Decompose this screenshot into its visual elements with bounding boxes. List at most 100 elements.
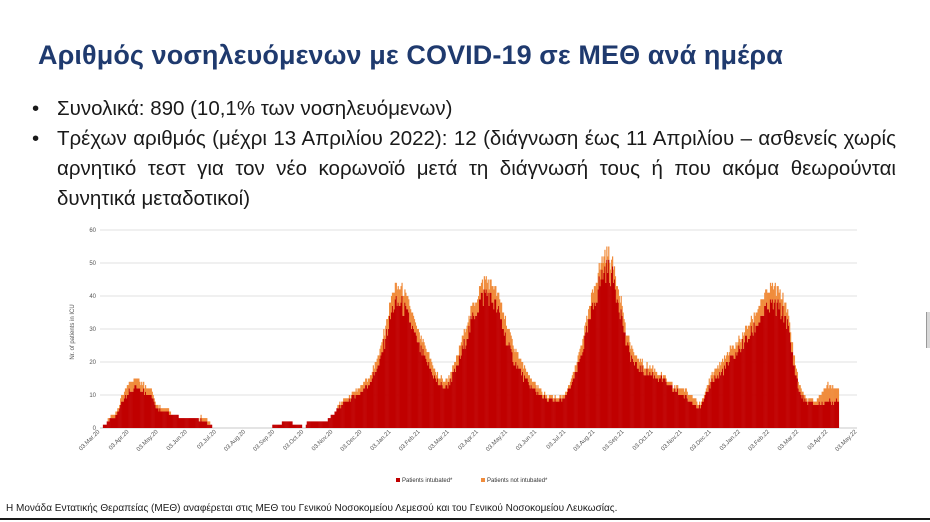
bar-intubated (140, 391, 142, 428)
bar-intubated (389, 315, 391, 428)
bar-not-intubated (463, 329, 465, 339)
bar-intubated (108, 421, 110, 428)
bar-not-intubated (492, 286, 494, 303)
bar-intubated (144, 391, 147, 428)
bar-intubated (669, 385, 671, 428)
bar-not-intubated (586, 315, 588, 326)
bar-intubated (664, 378, 666, 428)
bar-intubated (323, 421, 326, 428)
bar-not-intubated (378, 355, 380, 366)
bar-not-intubated (107, 418, 109, 422)
bar-not-intubated (606, 246, 608, 260)
bar-intubated (730, 355, 732, 428)
bar-not-intubated (673, 388, 675, 392)
bar-intubated (138, 388, 140, 428)
bar-intubated (365, 385, 367, 428)
bar-intubated (714, 375, 716, 428)
bar-not-intubated (438, 378, 440, 386)
bar-not-intubated (152, 395, 154, 399)
bar-not-intubated (694, 398, 696, 405)
bar-not-intubated (804, 395, 806, 399)
bar-not-intubated (622, 312, 624, 326)
bar-intubated (564, 398, 566, 428)
bar-not-intubated (135, 378, 137, 386)
bar-not-intubated (364, 381, 366, 389)
bar-intubated (413, 332, 416, 428)
bar-not-intubated (444, 381, 446, 389)
bar-not-intubated (702, 398, 705, 402)
bar-not-intubated (611, 259, 613, 273)
bar-intubated (716, 378, 718, 428)
bar-intubated (543, 398, 545, 428)
bar-intubated (627, 342, 629, 428)
x-tick-label: 03.Feb.22 (748, 429, 772, 453)
bar-intubated (281, 421, 284, 428)
bar-intubated (546, 401, 549, 428)
bar-intubated (405, 305, 407, 428)
bar-not-intubated (830, 385, 832, 402)
bar-intubated (160, 411, 162, 428)
bar-not-intubated (556, 398, 558, 402)
bar-not-intubated (525, 371, 528, 379)
bar-intubated (548, 398, 551, 428)
bar-not-intubated (351, 391, 353, 395)
bar-not-intubated (658, 375, 661, 379)
bar-not-intubated (200, 414, 202, 419)
bar-not-intubated (376, 358, 378, 369)
chart-legend: Patients intubated* Patients not intubat… (396, 478, 548, 484)
bar-not-intubated (199, 418, 201, 422)
bar-intubated (311, 421, 313, 428)
bar-intubated (284, 421, 286, 428)
bar-not-intubated (690, 395, 692, 402)
bar-intubated (637, 368, 640, 428)
bar-intubated (800, 395, 802, 428)
bar-intubated (808, 401, 810, 428)
bar-intubated (803, 401, 805, 428)
bar-not-intubated (410, 309, 412, 323)
bar-not-intubated (379, 348, 381, 359)
bar-not-intubated (523, 368, 525, 382)
bar-not-intubated (659, 375, 662, 379)
bar-not-intubated (723, 362, 725, 376)
bar-not-intubated (452, 365, 454, 372)
bar-intubated (610, 286, 612, 428)
bar-intubated (478, 299, 481, 428)
bar-not-intubated (399, 289, 401, 306)
bar-not-intubated (527, 375, 529, 382)
bar-intubated (391, 305, 394, 428)
bar-intubated (126, 395, 129, 428)
bar-intubated (182, 418, 184, 428)
bar-intubated (662, 378, 664, 428)
bar-not-intubated (812, 401, 815, 405)
bar-intubated (162, 411, 164, 428)
bar-not-intubated (509, 332, 511, 346)
bar-not-intubated (652, 365, 654, 372)
bullet-current-text: Τρέχων αριθμός (μέχρι 13 Απριλίου 2022):… (57, 127, 896, 210)
bar-intubated (559, 398, 561, 428)
y-tick-label: 0 (93, 426, 97, 432)
bar-intubated (347, 401, 350, 428)
bar-intubated (826, 401, 828, 428)
bar-intubated (723, 375, 725, 428)
bar-intubated (185, 418, 187, 428)
bar-not-intubated (765, 289, 767, 306)
scroll-handle[interactable] (926, 312, 930, 348)
bar-intubated (739, 348, 741, 428)
bar-intubated (150, 395, 152, 428)
bar-intubated (452, 371, 454, 428)
bar-not-intubated (395, 282, 397, 296)
bar-intubated (209, 424, 211, 428)
bar-intubated (470, 315, 472, 428)
bar-intubated (729, 355, 731, 428)
bar-intubated (342, 404, 344, 428)
bar-not-intubated (412, 315, 415, 329)
bar-intubated (609, 282, 611, 428)
bar-intubated (492, 302, 494, 428)
bar-intubated (771, 299, 774, 428)
bar-intubated (204, 421, 206, 428)
bar-not-intubated (501, 312, 504, 329)
bar-intubated (290, 421, 292, 428)
bar-intubated (499, 312, 501, 428)
bar-intubated (658, 378, 661, 428)
bar-intubated (531, 388, 533, 428)
